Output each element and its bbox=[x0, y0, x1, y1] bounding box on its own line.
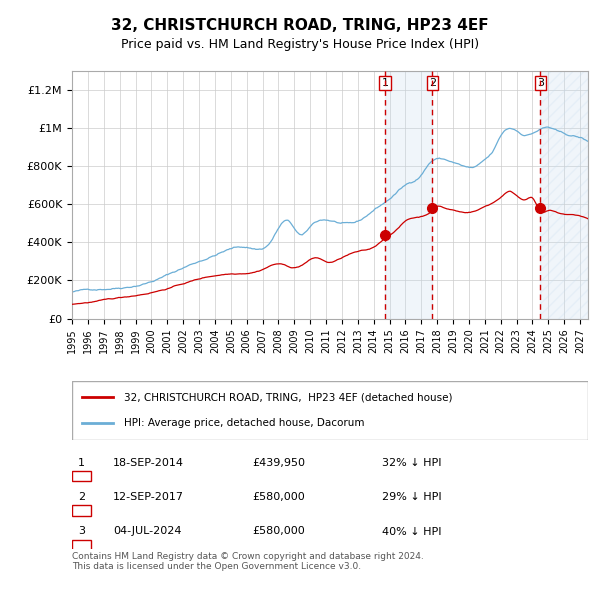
Bar bbox=[385, 71, 433, 319]
Text: 2: 2 bbox=[78, 492, 85, 502]
Text: 32, CHRISTCHURCH ROAD, TRING, HP23 4EF: 32, CHRISTCHURCH ROAD, TRING, HP23 4EF bbox=[111, 18, 489, 32]
Text: 32% ↓ HPI: 32% ↓ HPI bbox=[382, 458, 441, 468]
FancyBboxPatch shape bbox=[72, 506, 91, 516]
FancyBboxPatch shape bbox=[72, 471, 91, 481]
Text: Price paid vs. HM Land Registry's House Price Index (HPI): Price paid vs. HM Land Registry's House … bbox=[121, 38, 479, 51]
Text: £439,950: £439,950 bbox=[253, 458, 305, 468]
Text: 40% ↓ HPI: 40% ↓ HPI bbox=[382, 526, 441, 536]
Text: 3: 3 bbox=[78, 526, 85, 536]
Text: HPI: Average price, detached house, Dacorum: HPI: Average price, detached house, Daco… bbox=[124, 418, 364, 428]
Text: 1: 1 bbox=[382, 78, 388, 88]
Text: 18-SEP-2014: 18-SEP-2014 bbox=[113, 458, 184, 468]
Bar bbox=[541, 71, 588, 319]
Text: £580,000: £580,000 bbox=[253, 526, 305, 536]
Text: 12-SEP-2017: 12-SEP-2017 bbox=[113, 492, 184, 502]
Text: 3: 3 bbox=[537, 78, 544, 88]
Text: 1: 1 bbox=[78, 458, 85, 468]
Text: 29% ↓ HPI: 29% ↓ HPI bbox=[382, 492, 441, 502]
Text: £580,000: £580,000 bbox=[253, 492, 305, 502]
Text: 04-JUL-2024: 04-JUL-2024 bbox=[113, 526, 182, 536]
Text: Contains HM Land Registry data © Crown copyright and database right 2024.
This d: Contains HM Land Registry data © Crown c… bbox=[72, 552, 424, 571]
Text: 32, CHRISTCHURCH ROAD, TRING,  HP23 4EF (detached house): 32, CHRISTCHURCH ROAD, TRING, HP23 4EF (… bbox=[124, 392, 452, 402]
FancyBboxPatch shape bbox=[72, 540, 91, 550]
Text: 2: 2 bbox=[429, 78, 436, 88]
FancyBboxPatch shape bbox=[72, 381, 588, 440]
